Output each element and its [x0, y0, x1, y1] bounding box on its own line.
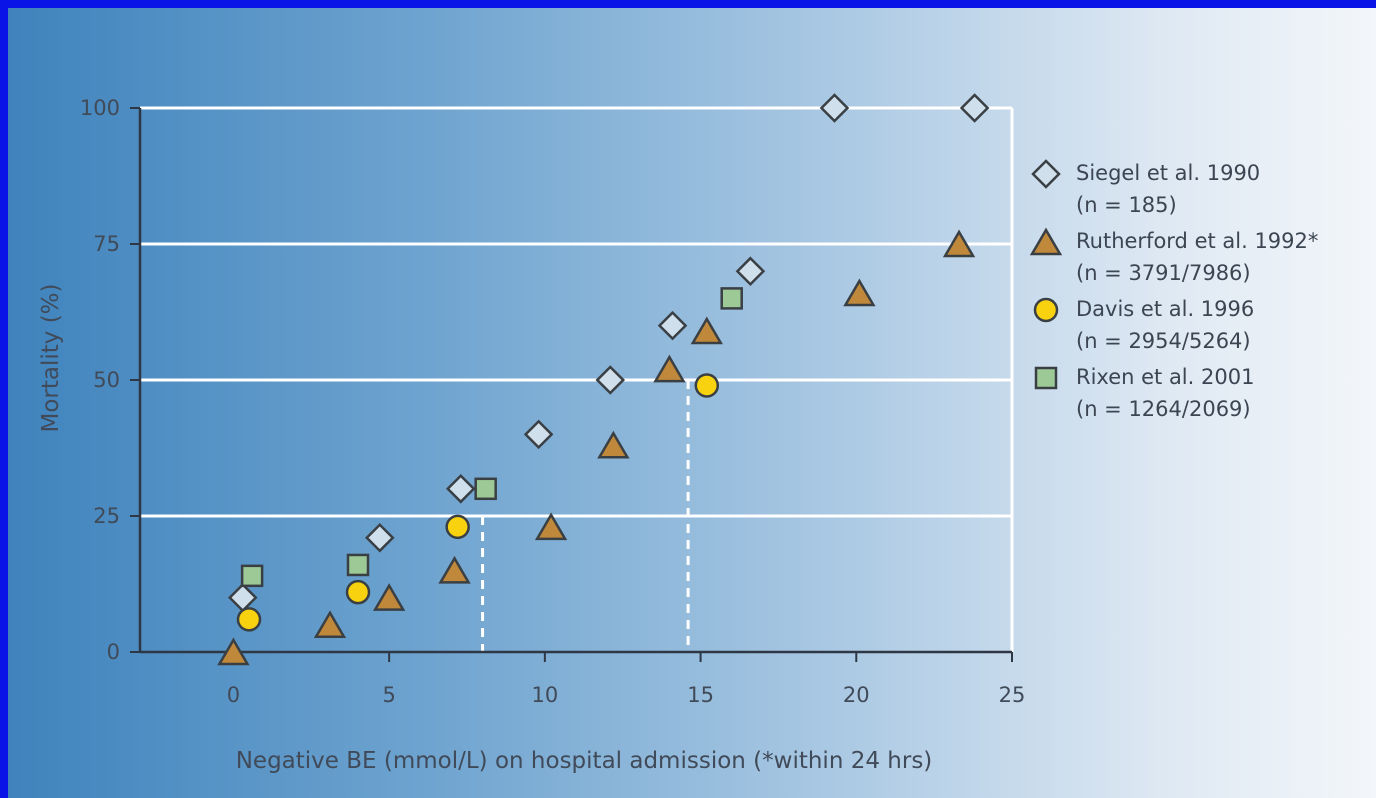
point-circle-0	[236, 607, 262, 632]
data-points	[217, 93, 990, 666]
point-square-2	[474, 477, 497, 501]
y-tick-label-75: 75	[93, 232, 120, 256]
legend-series-name: Siegel et al. 1990	[1076, 161, 1260, 185]
x-tick-label-0: 0	[227, 683, 240, 707]
legend-diamond-icon	[1031, 159, 1061, 189]
legend-series-n: (n = 1264/2069)	[1076, 397, 1251, 421]
point-triangle-1	[313, 610, 347, 639]
x-axis-label: Negative BE (mmol/L) on hospital admissi…	[236, 748, 933, 774]
point-triangle-0	[217, 637, 250, 666]
point-circle-3	[694, 373, 720, 398]
x-tick-label-20: 20	[843, 683, 870, 707]
point-diamond-8	[959, 93, 990, 123]
y-axis-label: Mortality (%)	[38, 283, 64, 432]
point-square-3	[720, 287, 743, 310]
x-tick-label-25: 25	[999, 683, 1026, 707]
y-tick-label-100: 100	[80, 96, 120, 120]
point-triangle-3	[438, 555, 471, 584]
point-triangle-6	[653, 354, 686, 383]
point-triangle-8	[843, 278, 876, 307]
point-circle-2	[445, 514, 470, 540]
point-diamond-0	[228, 582, 258, 613]
legend-triangle-icon	[1029, 227, 1063, 256]
legend-series-n: (n = 2954/5264)	[1076, 329, 1251, 353]
gridlines	[140, 106, 1014, 652]
point-triangle-2	[372, 583, 406, 611]
y-tick-label-0: 0	[107, 640, 120, 664]
x-tick-label-10: 10	[531, 683, 558, 707]
point-diamond-7	[819, 93, 850, 123]
y-tick-label-25: 25	[93, 504, 120, 528]
legend-series-n: (n = 3791/7986)	[1076, 261, 1251, 285]
point-triangle-4	[534, 512, 568, 541]
point-triangle-9	[942, 229, 976, 258]
point-square-0	[240, 564, 264, 588]
point-triangle-5	[597, 430, 630, 459]
x-tick-label-15: 15	[687, 683, 714, 707]
point-diamond-6	[735, 256, 766, 286]
legend-square-icon	[1034, 366, 1058, 390]
point-diamond-1	[365, 522, 395, 553]
legend-series-name: Rixen et al. 2001	[1076, 365, 1254, 389]
chart-background: 0 25 50 75 100 0 5 10 15 20 25 Negative BE (mmol/L…	[8, 8, 1376, 798]
point-diamond-3	[523, 419, 554, 450]
reference-lines	[481, 380, 690, 652]
legend: Siegel et al. 1990 (n = 185) Rutherford et…	[1029, 159, 1318, 421]
point-diamond-4	[595, 365, 626, 395]
legend-circle-icon	[1033, 297, 1059, 323]
point-diamond-2	[446, 474, 476, 504]
legend-series-name: Davis et al. 1996	[1076, 297, 1254, 321]
point-square-1	[346, 553, 370, 577]
point-diamond-5	[657, 310, 688, 341]
mortality-scatter-chart: 0 25 50 75 100 0 5 10 15 20 25 Negative BE (mmol/L…	[38, 93, 1318, 774]
x-tick-label-5: 5	[382, 683, 395, 707]
point-circle-1	[345, 579, 371, 605]
legend-series-name: Rutherford et al. 1992*	[1076, 229, 1318, 253]
tick-labels: 0 25 50 75 100 0 5 10 15 20 25	[80, 96, 1025, 707]
point-triangle-7	[690, 316, 723, 345]
y-tick-label-50: 50	[93, 368, 120, 392]
legend-series-n: (n = 185)	[1076, 193, 1177, 217]
